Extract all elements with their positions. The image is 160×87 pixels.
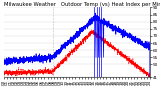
Text: Milwaukee Weather   Outdoor Temp (vs) Heat Index per Minute (Last 24 Hours): Milwaukee Weather Outdoor Temp (vs) Heat…	[4, 2, 160, 7]
